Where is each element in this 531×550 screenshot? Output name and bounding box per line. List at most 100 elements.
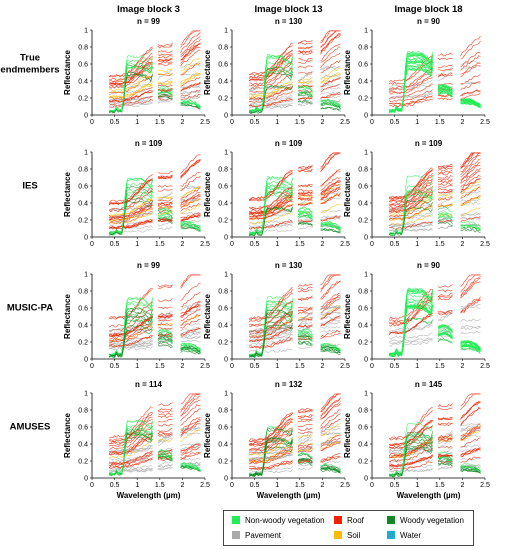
spectrum-line (180, 46, 201, 64)
spectrum-line (320, 107, 341, 112)
spectrum-line (249, 425, 293, 476)
spectrum-line (437, 329, 453, 336)
spectrum-line (180, 43, 201, 60)
spectrum-line (109, 85, 153, 99)
spectrum-line (157, 63, 173, 67)
y-tick-label: 1 (364, 150, 368, 157)
spectrum-line (389, 445, 433, 454)
x-tick-label: 1.5 (155, 241, 165, 248)
spectrum-line (249, 429, 293, 452)
spectrum-line (297, 102, 313, 107)
spectrum-line (437, 178, 453, 182)
spectrum-line (109, 317, 153, 337)
spectrum-line (297, 445, 313, 454)
y-tick-label: 0.6 (218, 62, 228, 69)
spectrum-line (109, 433, 153, 454)
spectrum-line (460, 408, 481, 426)
spectrum-line (180, 212, 201, 219)
y-tick-label: 0.6 (358, 306, 368, 313)
spectrum-line (460, 216, 481, 220)
spectrum-line (389, 214, 433, 226)
spectrum-line (320, 228, 341, 234)
spectrum-line (297, 447, 313, 452)
y-tick-label: 0.8 (78, 45, 88, 52)
spectrum-line (460, 303, 481, 308)
spectrum-line (437, 422, 453, 426)
y-tick-label: 0.4 (78, 79, 88, 86)
spectra-group (108, 154, 201, 236)
spectrum-line (180, 343, 201, 351)
spectrum-line (157, 412, 173, 417)
spectrum-line (157, 99, 173, 104)
spectrum-line (437, 451, 453, 456)
x-tick-label: 2 (320, 241, 324, 248)
spectrum-line (297, 334, 313, 339)
spectra-group (248, 274, 341, 359)
y-tick-label: 1 (224, 272, 228, 279)
spectrum-line (157, 216, 173, 220)
y-tick-label: 0.6 (78, 306, 88, 313)
spectrum-line (157, 218, 173, 222)
spectrum-line (157, 72, 173, 76)
spectrum-line (108, 316, 153, 338)
spectrum-line (180, 452, 201, 459)
spectrum-line (180, 187, 201, 201)
spectrum-line (109, 427, 153, 476)
spectrum-line (460, 62, 481, 75)
spectrum-line (460, 89, 481, 96)
spectrum-line (249, 328, 293, 336)
spectrum-line (460, 401, 481, 420)
spectrum-line (437, 438, 453, 449)
spectrum-line (320, 305, 341, 310)
y-tick-label: 0.8 (78, 167, 88, 174)
spectrum-line (157, 197, 173, 202)
spectrum-line (249, 199, 293, 218)
spectrum-line (389, 199, 433, 236)
spectrum-line (180, 327, 201, 335)
legend-item-non-woody-vegetation: Non-woody vegetation (232, 515, 325, 527)
spectrum-line (437, 296, 453, 301)
spectrum-line (180, 399, 201, 417)
spectrum-line (389, 442, 433, 459)
spectrum-line (109, 203, 153, 219)
legend-label: Woody vegetation (400, 516, 464, 525)
spectrum-line (320, 192, 341, 205)
spectrum-line (388, 76, 433, 95)
spectrum-line (249, 185, 293, 210)
x-tick-label: 2.5 (480, 241, 490, 248)
spectrum-line (297, 437, 313, 447)
y-tick-label: 0 (364, 476, 368, 483)
spectrum-line (109, 98, 153, 108)
spectrum-line (108, 179, 153, 205)
y-tick-label: 0 (224, 235, 228, 242)
y-tick-label: 0.4 (358, 201, 368, 208)
sample-count-label: n = 90 (417, 261, 440, 270)
spectrum-line (297, 430, 313, 442)
spectrum-line (297, 188, 313, 192)
y-tick-label: 0.6 (358, 425, 368, 432)
spectrum-line (320, 46, 341, 63)
spectrum-line (109, 315, 153, 336)
spectrum-line (249, 54, 293, 112)
x-tick-label: 0 (90, 241, 94, 248)
y-axis-label: Reflectance (343, 294, 352, 339)
y-tick-label: 1 (84, 150, 88, 157)
x-tick-label: 2.5 (200, 241, 210, 248)
spectrum-line (437, 462, 453, 467)
spectrum-line (157, 201, 173, 204)
spectrum-line (460, 347, 481, 355)
y-tick-label: 0.8 (358, 45, 368, 52)
spectrum-line (180, 205, 201, 215)
spectrum-line (180, 446, 201, 456)
spectrum-line (297, 192, 313, 196)
spectrum-line (249, 319, 293, 339)
spectrum-line (460, 207, 481, 217)
spectrum-line (249, 96, 293, 103)
spectrum-line (180, 89, 201, 97)
x-tick-label: 0.5 (110, 482, 120, 489)
spectrum-line (109, 301, 153, 328)
spectrum-line (388, 332, 433, 340)
x-tick-label: 1 (135, 482, 139, 489)
spectrum-line (460, 187, 481, 200)
spectrum-line (297, 100, 313, 105)
